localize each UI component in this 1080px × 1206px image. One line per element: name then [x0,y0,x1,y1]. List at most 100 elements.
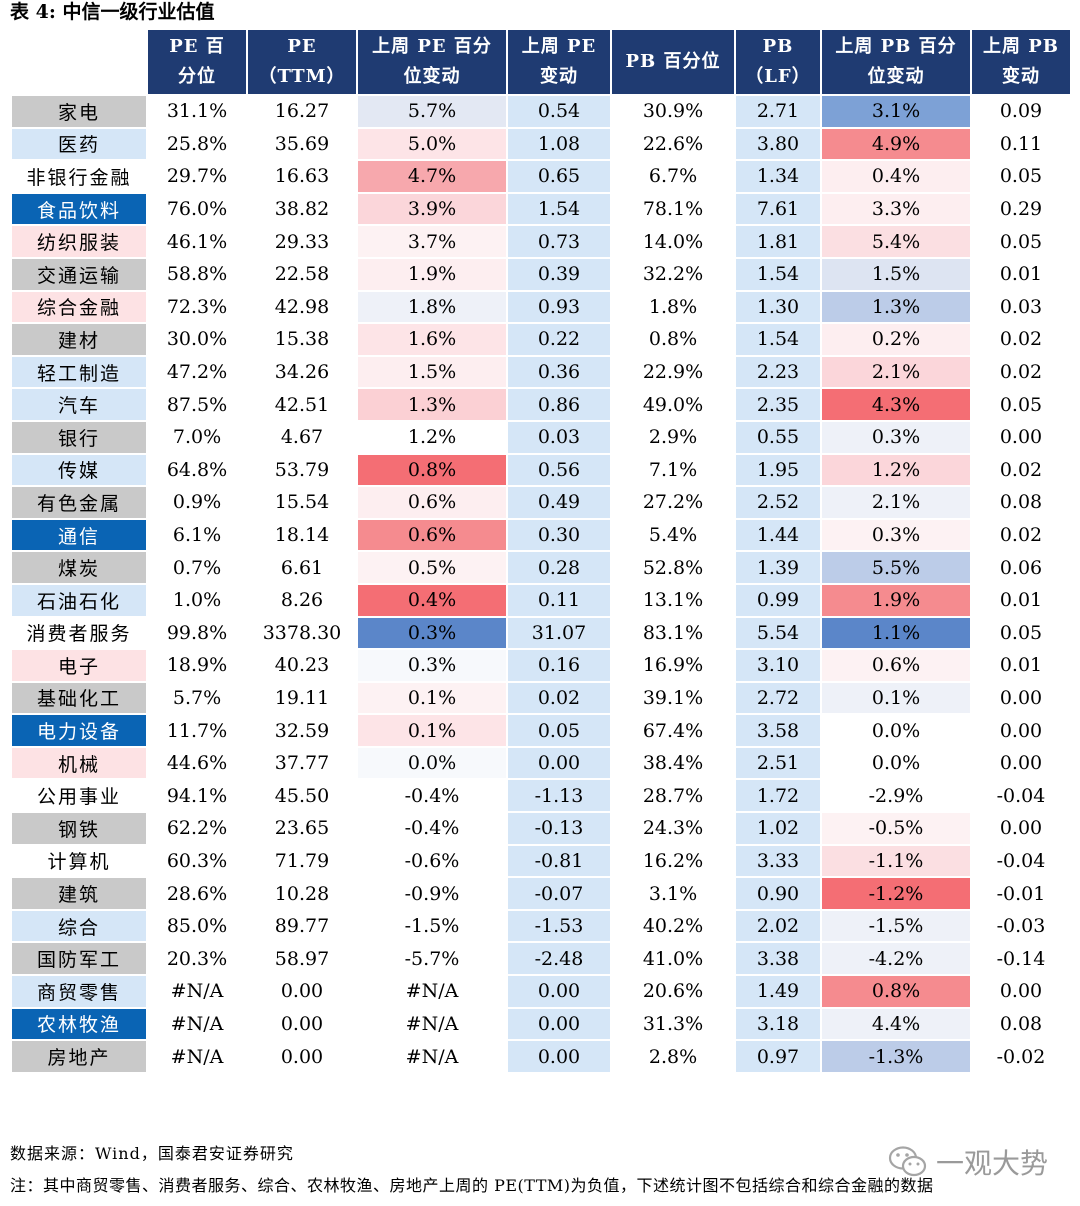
cell-name: 电力设备 [10,713,148,748]
cell-pb-chg: 0.00 [970,419,1072,455]
cell-pe-pct-chg: -0.9% [356,876,508,911]
cell-pe: 3378.30 [246,615,358,651]
cell-pe-pct: 30.0% [146,322,248,357]
cell-pb-pct-chg: 4.4% [820,1006,972,1042]
cell-pb-pct-chg: 4.3% [820,387,972,422]
cell-pb-pct-chg: 0.0% [820,745,972,781]
cell-pb: 1.95 [734,452,822,488]
table-row: 纺织服装 46.1% 29.33 3.7% 0.73 14.0% 1.81 5.4% 0.05 [10,224,1072,259]
table-row: 煤炭 0.7% 6.61 0.5% 0.28 52.8% 1.39 5.5% 0.06 [10,550,1072,585]
cell-pb-pct-chg: 0.1% [820,680,972,716]
cell-pe-pct-chg: 1.9% [356,256,508,292]
cell-pb-pct-chg: 4.9% [820,126,972,162]
header-row: PE 百分位 PE （TTM） 上周 PE 百分 位变动 上周 PE 变动 PB 百分位 PB （… [10,28,1072,96]
cell-pe-pct-chg: 1.6% [356,322,508,357]
column-header-line: PB [762,36,794,57]
cell-pb: 1.49 [734,974,822,1009]
cell-pe: 10.28 [246,876,358,911]
cell-pe-chg: -2.48 [506,941,612,977]
cell-pe-pct: 0.7% [146,550,248,585]
cell-pb-pct: 32.2% [610,256,736,292]
table-row: 综合 85.0% 89.77 -1.5% -1.53 40.2% 2.02 -1.5% -0.0… [10,908,1072,944]
cell-pe-pct: 6.1% [146,517,248,553]
cell-pe-pct-chg: 0.0% [356,745,508,781]
watermark-text: 一观大势 [936,1147,1049,1180]
cell-pe-chg: 0.11 [506,582,612,618]
cell-pb-pct-chg: 1.2% [820,452,972,488]
cell-pe: 0.00 [246,1006,358,1042]
table-title: 表 4: 中信一级行业估值 [10,1,215,23]
column-header-line: （TTM） [258,66,346,87]
cell-pb: 2.23 [734,354,822,390]
cell-pb-pct-chg: 0.6% [820,648,972,683]
cell-pb-pct: 83.1% [610,615,736,651]
column-header-line: 上周 PE 百分 [372,36,492,57]
cell-pb-chg: -0.01 [970,876,1072,911]
cell-pe: 29.33 [246,224,358,259]
cell-pe: 0.00 [246,1039,358,1074]
cell-pe-chg: 0.00 [506,1039,612,1074]
cell-pe-chg: 0.86 [506,387,612,422]
cell-pb-pct-chg: 2.1% [820,485,972,520]
table-row: 钢铁 62.2% 23.65 -0.4% -0.13 24.3% 1.02 -0.5% 0.00 [10,811,1072,846]
table-row: 建材 30.0% 15.38 1.6% 0.22 0.8% 1.54 0.2% 0.02 [10,322,1072,357]
cell-pb-pct: 24.3% [610,811,736,846]
cell-pb-chg: 0.06 [970,550,1072,585]
column-header-line: 位变动 [867,66,925,87]
cell-pe: 22.58 [246,256,358,292]
cell-pb-pct: 2.8% [610,1039,736,1074]
table-row: 汽车 87.5% 42.51 1.3% 0.86 49.0% 2.35 4.3% 0.05 [10,387,1072,422]
column-header-2: PE （TTM） [246,28,358,96]
cell-pe-pct: 25.8% [146,126,248,162]
cell-pe: 18.14 [246,517,358,553]
table-row: 银行 7.0% 4.67 1.2% 0.03 2.9% 0.55 0.3% 0.00 [10,419,1072,455]
cell-pe-pct: 46.1% [146,224,248,259]
cell-name: 综合金融 [10,289,148,325]
cell-pb: 2.51 [734,745,822,781]
cell-pb-pct: 22.6% [610,126,736,162]
cell-pe-pct: 58.8% [146,256,248,292]
cell-pe: 16.63 [246,159,358,194]
cell-pb-pct-chg: 5.5% [820,550,972,585]
valuation-table: PE 百分位 PE （TTM） 上周 PE 百分 位变动 上周 PE 变动 PB 百分位 PB （… [10,28,1072,1074]
cell-name: 交通运输 [10,256,148,292]
column-header-0 [10,28,148,96]
cell-name: 银行 [10,419,148,455]
cell-pe: 45.50 [246,778,358,814]
cell-name: 建筑 [10,876,148,911]
cell-pe-chg: 0.02 [506,680,612,716]
table-row: 农林牧渔 #N/A 0.00 #N/A 0.00 31.3% 3.18 4.4% 0.08 [10,1006,1072,1042]
cell-pb: 1.30 [734,289,822,325]
cell-pe: 38.82 [246,191,358,227]
cell-pb-chg: -0.04 [970,843,1072,879]
column-header-line: 分位 [178,66,216,87]
cell-name: 煤炭 [10,550,148,585]
cell-name: 综合 [10,908,148,944]
column-header-7: 上周 PB 百分 位变动 [820,28,972,96]
cell-pb: 3.33 [734,843,822,879]
cell-pe-chg: -1.13 [506,778,612,814]
cell-pe-pct-chg: 0.5% [356,550,508,585]
table-row: 消费者服务 99.8% 3378.30 0.3% 31.07 83.1% 5.54 1.1% 0… [10,615,1072,651]
cell-pe-chg: 0.30 [506,517,612,553]
cell-pe-chg: 0.00 [506,1006,612,1042]
cell-pe: 40.23 [246,648,358,683]
cell-pb-pct: 67.4% [610,713,736,748]
cell-pe: 16.27 [246,94,358,129]
cell-pe-chg: 0.36 [506,354,612,390]
cell-pe-chg: 0.49 [506,485,612,520]
cell-pb-chg: -0.02 [970,1039,1072,1074]
cell-pe-pct-chg: 4.7% [356,159,508,194]
cell-pb: 1.54 [734,322,822,357]
cell-pb-pct-chg: -1.3% [820,1039,972,1074]
cell-pb-chg: 0.05 [970,224,1072,259]
cell-pe-pct-chg: 1.8% [356,289,508,325]
cell-pb-pct: 1.8% [610,289,736,325]
cell-pe-pct: 7.0% [146,419,248,455]
cell-name: 消费者服务 [10,615,148,651]
cell-pe-pct-chg: -0.4% [356,778,508,814]
column-header-line: 上周 PE [521,36,597,57]
cell-pe: 15.54 [246,485,358,520]
cell-pe: 58.97 [246,941,358,977]
column-header-line: 上周 PB 百分 [835,36,957,57]
